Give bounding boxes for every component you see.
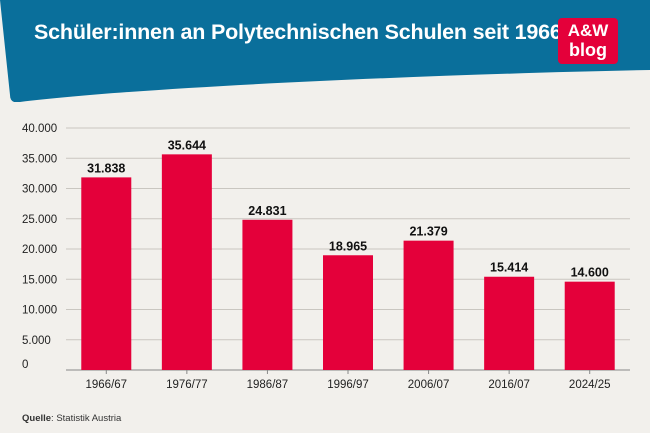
y-tick-label: 20.000 — [22, 244, 57, 256]
source-label: Quelle — [22, 413, 52, 424]
source-note: Quelle: Statistik Austria — [22, 413, 121, 424]
header-banner: Schüler:innen an Polytechnischen Schulen… — [0, 0, 650, 102]
y-tick-label: 40.000 — [22, 123, 57, 135]
data-label: 18.965 — [329, 239, 367, 253]
header-background — [0, 0, 650, 102]
y-tick-label: 15.000 — [22, 274, 57, 286]
y-tick-label: 25.000 — [22, 214, 57, 226]
page-title: Schüler:innen an Polytechnischen Schulen… — [34, 20, 562, 44]
x-tick-label: 2024/25 — [569, 379, 611, 391]
x-tick-label: 1996/97 — [327, 379, 369, 391]
data-label: 21.379 — [409, 225, 447, 239]
bar — [242, 219, 293, 370]
x-tick-label: 1966/67 — [85, 379, 127, 391]
bar — [81, 177, 132, 370]
data-label: 35.644 — [168, 138, 206, 152]
logo-text-blog: blog — [569, 40, 607, 60]
data-label: 14.600 — [571, 266, 609, 280]
bar — [403, 240, 454, 370]
bar — [161, 154, 212, 370]
data-label: 24.831 — [248, 204, 286, 218]
logo-text-aw: A&W — [567, 21, 609, 40]
x-tick-label: 2006/07 — [408, 379, 450, 391]
y-tick-label: 30.000 — [22, 184, 57, 196]
bar — [323, 255, 373, 370]
data-label: 15.414 — [490, 261, 528, 275]
y-tick-label: 5.000 — [22, 335, 51, 347]
x-tick-label: 1986/87 — [247, 379, 289, 391]
x-tick-label: 2016/07 — [488, 379, 530, 391]
y-tick-label: 0 — [22, 359, 28, 371]
x-tick-label: 1976/77 — [166, 379, 208, 391]
data-label: 31.838 — [87, 161, 125, 175]
y-tick-label: 35.000 — [22, 153, 57, 165]
aw-blog-logo[interactable]: A&W blog — [558, 18, 618, 64]
y-tick-label: 10.000 — [22, 305, 57, 317]
bar-chart: 0 5.000 10.000 15.000 20.000 25.000 30.000 35.0… — [22, 123, 630, 391]
source-text: : Statistik Austria — [51, 413, 122, 424]
bar — [484, 276, 535, 370]
bar — [564, 281, 615, 370]
